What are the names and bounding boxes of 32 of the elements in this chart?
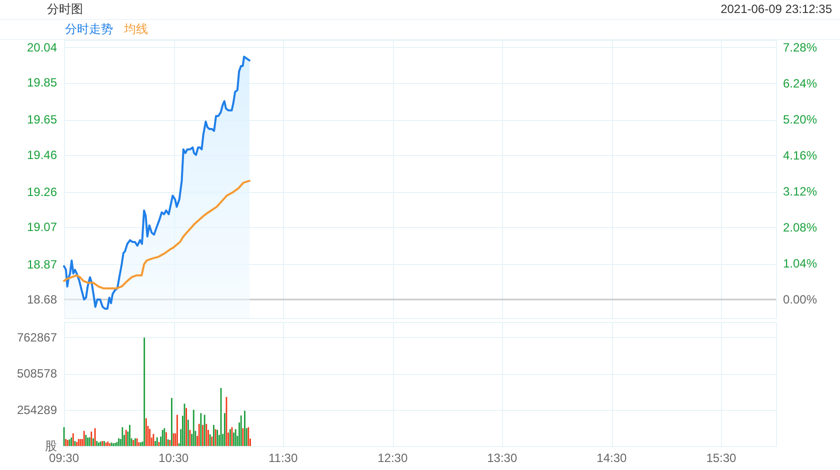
x-tick-label: 10:30 bbox=[158, 451, 189, 465]
y-tick-label: 762867 bbox=[16, 330, 58, 344]
y-tick-label: 19.46 bbox=[26, 148, 58, 162]
y2-tick-label: 3.12% bbox=[783, 184, 818, 198]
x-tick-label: 13:30 bbox=[487, 451, 518, 465]
y-tick-label: 20.04 bbox=[26, 40, 58, 54]
x-tick-label: 11:30 bbox=[268, 451, 298, 465]
y2-tick-label: 0.00% bbox=[783, 292, 818, 306]
y-tick-label: 19.26 bbox=[26, 184, 58, 199]
x-tick-label: 12:30 bbox=[378, 451, 408, 465]
y-tick-label: 19.07 bbox=[26, 220, 58, 234]
y-tick-label: 254289 bbox=[16, 402, 58, 417]
chart-title: 分时图 bbox=[47, 2, 83, 16]
y-tick-label: 19.65 bbox=[26, 112, 58, 127]
text: 均线 bbox=[123, 22, 148, 36]
text: 分时走势 bbox=[65, 22, 113, 36]
y2-tick-label: 4.16% bbox=[783, 148, 818, 162]
y-tick-label: 股 bbox=[45, 439, 57, 453]
y2-tick-label: 7.28% bbox=[783, 40, 818, 54]
y-tick-label: 18.68 bbox=[26, 292, 58, 306]
y-tick-label: 508578 bbox=[16, 366, 58, 381]
y2-tick-label: 6.24% bbox=[783, 76, 818, 90]
y-tick-label: 18.87 bbox=[26, 257, 58, 272]
y2-tick-label: 2.08% bbox=[783, 220, 818, 234]
y2-tick-label: 5.20% bbox=[783, 112, 818, 126]
line-series bbox=[63, 180, 250, 290]
y2-tick-label: 1.04% bbox=[783, 256, 818, 270]
x-tick-label: 14:30 bbox=[596, 451, 628, 465]
x-tick-label: 15:30 bbox=[706, 451, 737, 465]
x-tick-label: 09:30 bbox=[48, 451, 80, 465]
text: 2021-06-09 23:12:35 bbox=[720, 2, 832, 16]
y-tick-label: 19.85 bbox=[26, 76, 58, 90]
